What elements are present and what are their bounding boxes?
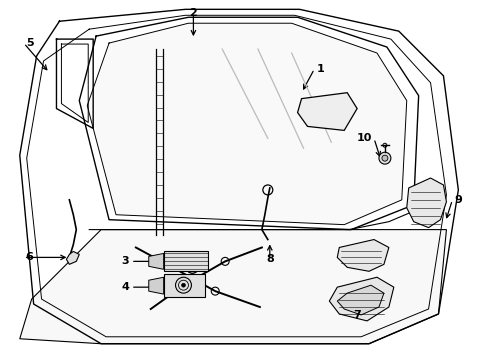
Text: 9: 9: [454, 195, 462, 205]
Polygon shape: [337, 239, 389, 271]
Text: 5: 5: [25, 38, 33, 48]
Polygon shape: [149, 253, 164, 269]
Polygon shape: [297, 93, 357, 130]
Circle shape: [382, 155, 388, 161]
Text: 8: 8: [266, 255, 274, 264]
Circle shape: [379, 152, 391, 164]
Text: 1: 1: [317, 64, 324, 74]
Circle shape: [181, 283, 185, 287]
Polygon shape: [164, 251, 208, 271]
Polygon shape: [20, 230, 446, 344]
Text: 4: 4: [121, 282, 129, 292]
Polygon shape: [164, 274, 205, 297]
Circle shape: [190, 265, 195, 270]
Polygon shape: [66, 251, 79, 264]
Polygon shape: [329, 277, 394, 321]
Polygon shape: [407, 178, 446, 228]
Text: 3: 3: [122, 256, 129, 266]
Polygon shape: [337, 285, 384, 315]
Text: 10: 10: [357, 133, 372, 143]
Text: 6: 6: [25, 252, 34, 262]
Polygon shape: [87, 23, 407, 225]
Text: 2: 2: [190, 8, 197, 18]
Text: 7: 7: [353, 310, 361, 320]
Polygon shape: [149, 277, 164, 294]
